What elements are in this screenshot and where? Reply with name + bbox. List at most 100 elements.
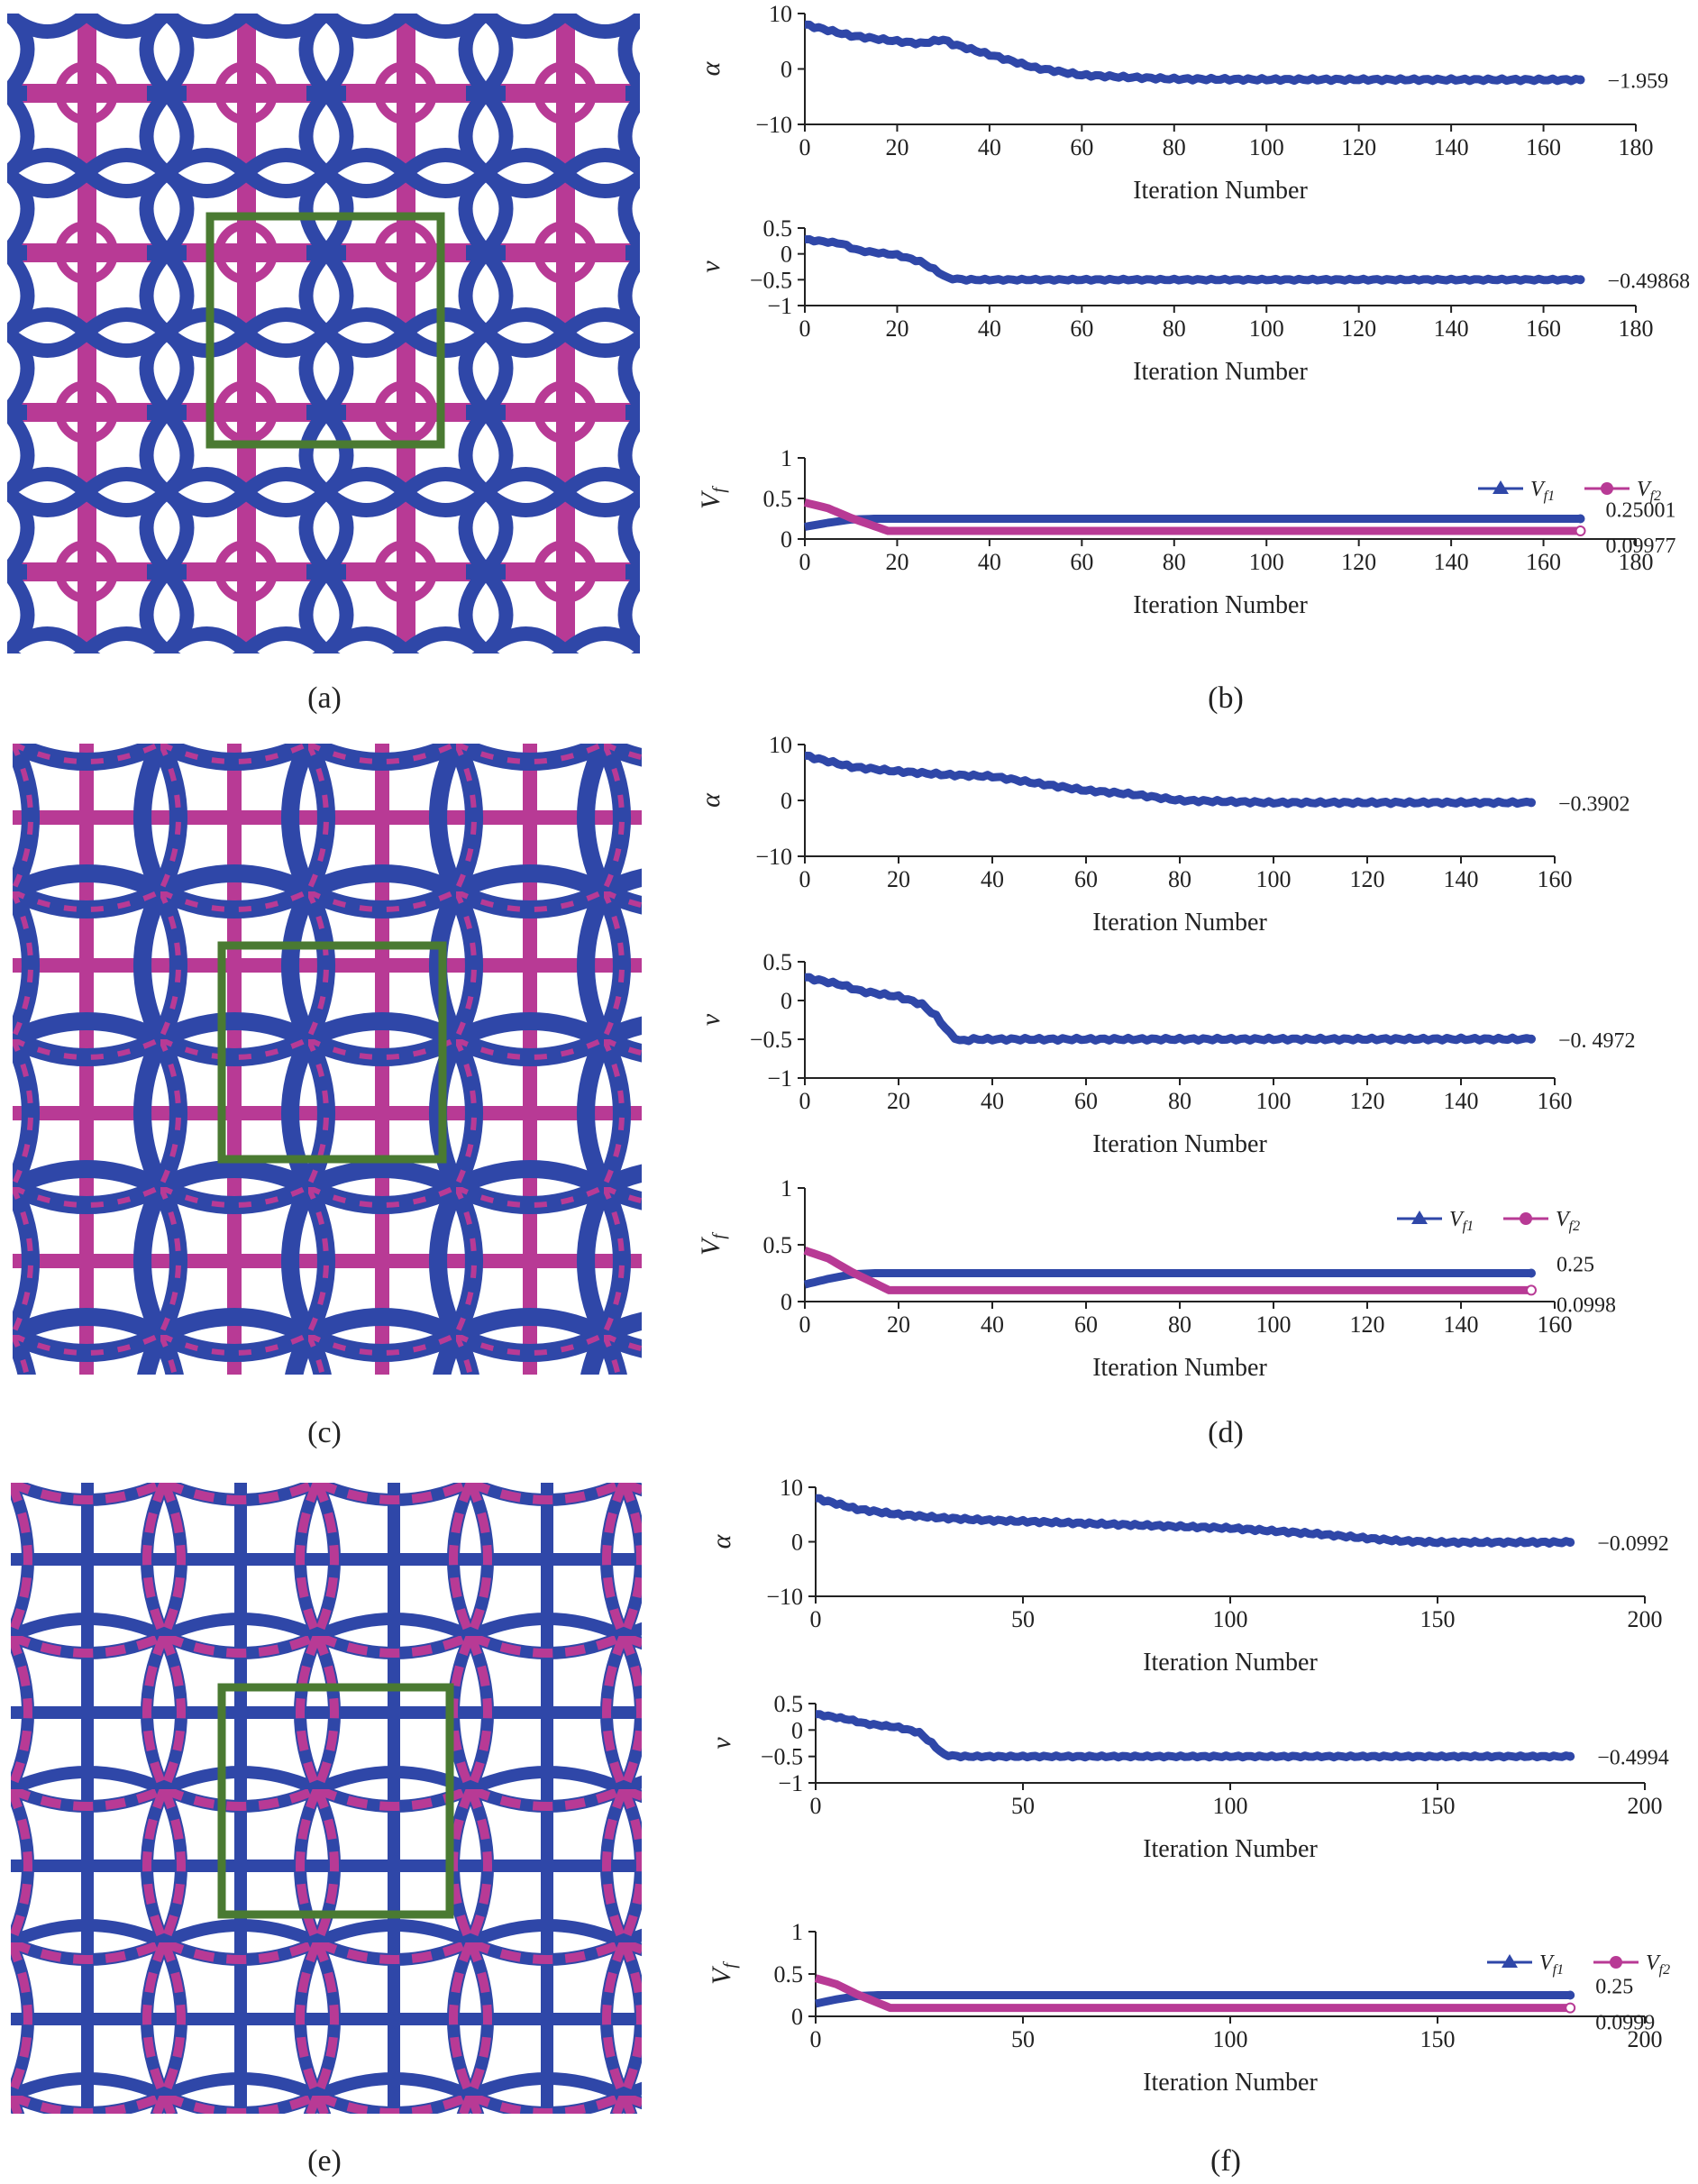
series-line-vf2 [803,1247,1531,1294]
final-value-label: −0. 4972 [1558,1029,1636,1053]
x-tick-label: 0 [799,1311,811,1338]
y-axis-label: ν [707,1737,736,1750]
x-axis-label: Iteration Number [1133,177,1308,205]
series-end-marker [1565,2002,1576,2014]
y-tick-label: 0 [781,57,792,83]
final-value-label: −0.4994 [1597,1747,1669,1770]
series-end-marker [1575,525,1586,537]
x-tick-label: 40 [981,1088,1004,1114]
x-tick-label: 100 [1256,1311,1292,1338]
x-tick-label: 60 [1070,134,1093,160]
series-end-marker [1566,1990,1575,2000]
subplot-f-2: 1 0.5 0 Vf 0 50 100 150 200 Iteration Number 0.25 0… [707,1919,1670,2097]
x-tick-label: 160 [1526,549,1561,575]
y-tick-label: 0 [791,1717,803,1743]
final-value-label: −0.0992 [1597,1532,1669,1556]
x-tick-label: 0 [799,134,811,160]
legend: Vf1 Vf2 [1487,1951,1670,1978]
x-tick-label: 100 [1213,1606,1248,1632]
y-tick-label: 10 [769,732,792,758]
series-line-vf1 [815,1991,1571,2008]
y-tick-label: 0 [781,526,792,553]
x-tick-label: 140 [1444,1088,1479,1114]
y-tick-label: 0 [781,1289,792,1315]
x-tick-label: 0 [810,1606,822,1632]
x-tick-label: 60 [1074,1311,1098,1338]
unit-cell-frame-e [217,1683,454,1919]
y-tick-label: −10 [755,844,792,870]
y-tick-label: 0 [781,988,792,1014]
x-tick-label: 160 [1526,134,1561,160]
panel-a-structure [7,14,640,653]
y-tick-label: 0.5 [763,215,793,242]
x-tick-label: 40 [978,315,1001,342]
y-tick-label: 1 [781,1175,792,1202]
legend-label-vf1: Vf1 [1449,1208,1474,1234]
x-axis-label: Iteration Number [1143,1649,1318,1677]
subplot-b-2: 1 0.5 0 Vf 0 20 40 60 80 100 120 140 160 180 Iteration… [696,445,1676,619]
y-tick-label: 1 [781,445,792,471]
circle-marker-icon [1610,1956,1622,1969]
y-axis-label: Vf [707,1961,740,1985]
y-tick-label: 10 [780,1475,803,1501]
panel-label-f: (f) [1210,2144,1241,2178]
y-tick-label: 0.5 [774,1961,804,1988]
panel-label-b: (b) [1208,681,1244,715]
x-tick-label: 80 [1168,1088,1191,1114]
x-tick-label: 20 [885,549,908,575]
y-tick-label: 10 [769,1,792,27]
legend-label-vf1: Vf1 [1530,478,1555,504]
x-tick-label: 40 [981,866,1004,892]
y-axis-label: α [696,792,726,808]
x-tick-label: 180 [1619,549,1654,575]
y-axis-label: ν [696,260,726,273]
x-tick-label: 80 [1163,134,1186,160]
subplot-b-1: 0.50−0.5−1ν0 20 40 60 80 100 120 140 160 180Itera… [696,215,1690,386]
x-tick-label: 20 [887,866,910,892]
final-value-label-vf2: 0.0999 [1595,2012,1655,2035]
x-tick-label: 200 [1628,2026,1663,2052]
x-tick-label: 60 [1070,315,1093,342]
final-value-label: −0.3902 [1558,792,1630,816]
x-tick-label: 0 [799,866,811,892]
x-tick-label: 120 [1350,1311,1385,1338]
series-end-marker [1526,1284,1537,1296]
series-end-marker [1575,275,1585,285]
x-tick-label: 50 [1011,1606,1035,1632]
x-tick-label: 0 [810,1793,822,1819]
legend-label-vf2: Vf2 [1556,1208,1580,1234]
y-tick-label: −1 [767,293,792,319]
final-value-label-vf1: 0.25 [1556,1254,1594,1277]
x-tick-label: 80 [1163,315,1186,342]
y-axis-label: Vf [696,486,729,509]
legend-label-vf1: Vf1 [1539,1951,1564,1978]
x-tick-label: 120 [1341,315,1376,342]
final-value-label-vf2: 0.09977 [1606,535,1676,558]
x-tick-label: 120 [1341,549,1376,575]
x-tick-label: 50 [1011,2026,1035,2052]
x-tick-label: 100 [1249,315,1284,342]
final-value-label-vf1: 0.25001 [1606,498,1676,522]
panel-label-d: (d) [1208,1416,1244,1449]
y-axis-label: α [707,1533,736,1549]
x-tick-label: 200 [1628,1606,1663,1632]
triangle-marker-icon [1493,480,1509,494]
x-tick-label: 150 [1420,2026,1456,2052]
legend: Vf1 Vf2 [1397,1208,1580,1234]
series-line-ν [804,973,1532,1046]
x-axis-label: Iteration Number [1133,358,1308,386]
x-tick-label: 160 [1538,1088,1573,1114]
series-end-marker [1566,1538,1575,1548]
x-tick-label: 120 [1350,1088,1385,1114]
triangle-marker-icon [1502,1954,1518,1968]
series-end-marker [1527,1268,1536,1278]
y-tick-label: 0.5 [774,1691,804,1717]
x-tick-label: 60 [1074,1088,1098,1114]
y-tick-label: −1 [767,1065,792,1092]
x-tick-label: 0 [799,549,811,575]
